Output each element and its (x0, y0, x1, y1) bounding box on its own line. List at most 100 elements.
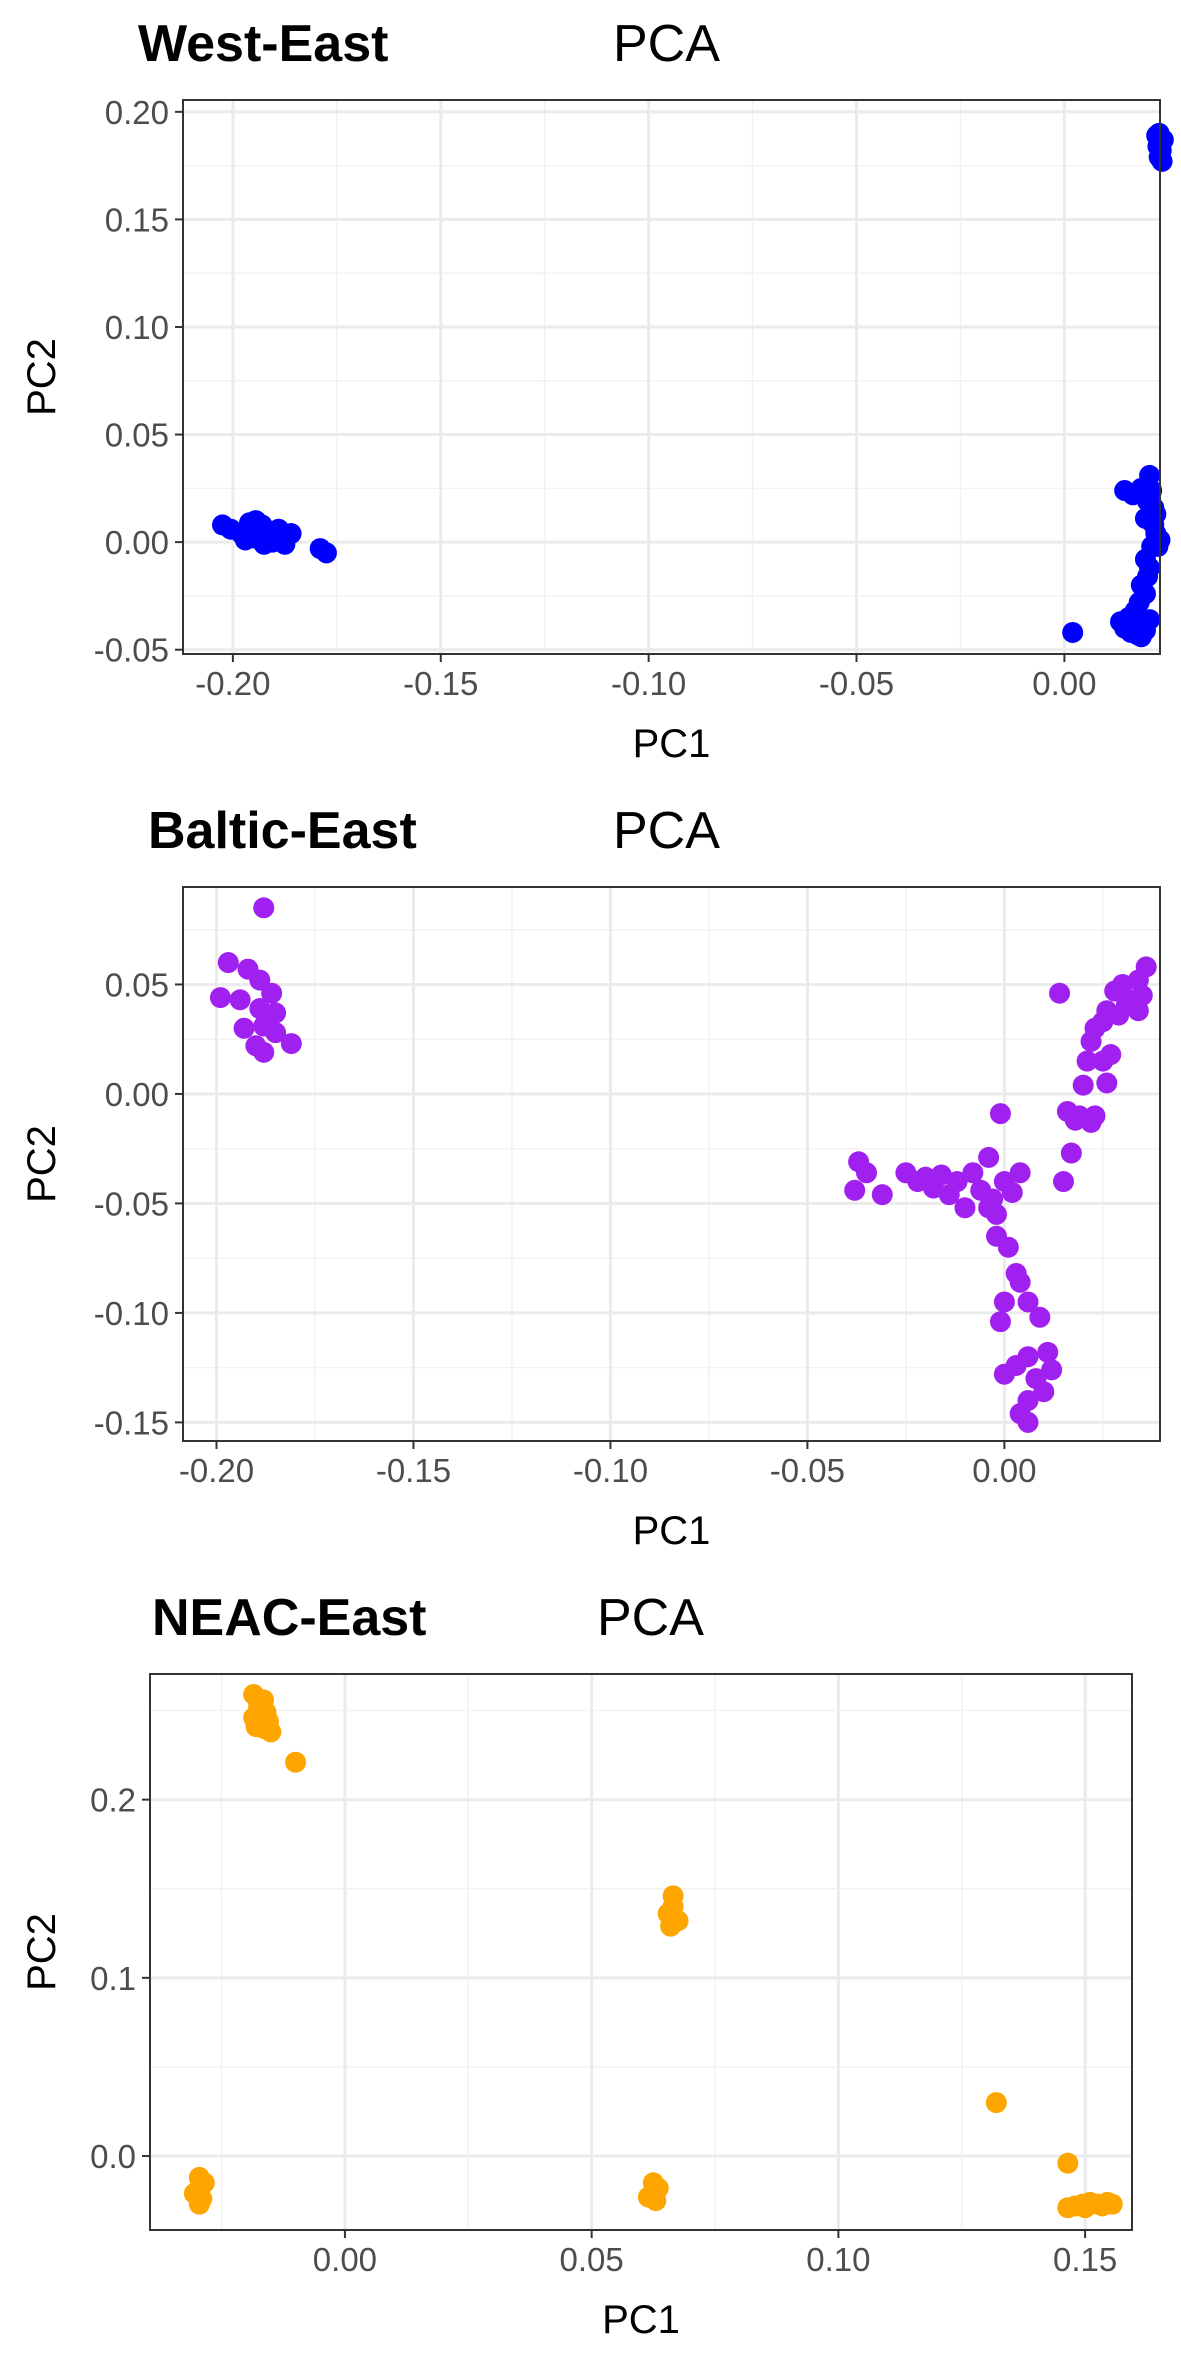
data-point (1074, 2197, 1096, 2219)
x-tick-label: 0.00 (313, 2241, 377, 2278)
data-point (954, 1197, 976, 1219)
data-point (660, 1915, 682, 1937)
y-tick-label: -0.05 (94, 632, 169, 669)
data-point (1037, 1341, 1059, 1363)
data-point (253, 1041, 275, 1063)
chart-title: Baltic-East (148, 802, 417, 860)
panel-neac-east: NEAC-East PCA 0.00 0.05 0.10 0.15 0.0 0.1 0.2 P… (0, 1574, 1181, 2361)
chart-title: NEAC-East (152, 1589, 427, 1647)
data-point (188, 2193, 210, 2215)
chart-subtitle: PCA (613, 802, 720, 860)
data-point (930, 1164, 952, 1186)
data-point (1009, 1162, 1031, 1184)
x-tick-label: -0.10 (573, 1452, 648, 1489)
panel-baltic-east: Baltic-East PCA -0.20 -0.15 -0.10 -0.05 0.00… (0, 787, 1181, 1574)
data-point (1130, 626, 1152, 648)
data-point (962, 1162, 984, 1184)
data-point (1062, 621, 1084, 643)
scatter-plot-neac-east: 0.00 0.05 0.10 0.15 0.0 0.1 0.2 PC1 PC2 (20, 1673, 1133, 2342)
data-point (1131, 984, 1153, 1006)
x-axis-label: PC1 (602, 2298, 680, 2342)
data-point (978, 1146, 1000, 1168)
data-point (997, 1236, 1019, 1258)
data-point (989, 1103, 1011, 1125)
data-point (280, 523, 302, 545)
y-axis-label: PC2 (20, 1913, 64, 1991)
x-tick-label: -0.20 (195, 665, 270, 702)
data-point (645, 2190, 667, 2212)
data-point (946, 1171, 968, 1193)
data-point (871, 1184, 893, 1206)
data-point (234, 529, 256, 551)
data-point (285, 1751, 307, 1773)
x-tick-label: 0.00 (1032, 665, 1096, 702)
y-tick-label: -0.05 (94, 1185, 169, 1222)
y-tick-label: -0.15 (94, 1404, 169, 1441)
data-point (229, 989, 251, 1011)
data-point (1080, 1111, 1102, 1133)
scatter-plot-west-east: -0.20 -0.15 -0.10 -0.05 0.00 -0.05 0.00 0.05 0.1… (20, 94, 1174, 766)
data-point (1147, 535, 1169, 557)
data-point (253, 897, 275, 919)
data-point (1001, 1181, 1023, 1203)
y-tick-label: 0.20 (105, 94, 169, 131)
data-point (1151, 150, 1173, 172)
x-axis-label: PC1 (633, 1509, 711, 1553)
x-tick-label: -0.10 (611, 665, 686, 702)
y-tick-label: 0.00 (105, 1076, 169, 1113)
data-point (978, 1197, 1000, 1219)
data-point (1033, 1381, 1055, 1403)
x-tick-label: 0.15 (1053, 2241, 1117, 2278)
chart-subtitle: PCA (613, 15, 720, 73)
x-tick-label: 0.00 (972, 1452, 1036, 1489)
plot-border (182, 886, 1161, 1442)
data-point (844, 1179, 866, 1201)
data-point (1052, 1171, 1074, 1193)
data-point (1108, 1004, 1130, 1026)
data-point (1009, 1271, 1031, 1293)
x-axis-label: PC1 (633, 722, 711, 766)
y-tick-label: 0.05 (105, 417, 169, 454)
scatter-plot-baltic-east: -0.20 -0.15 -0.10 -0.05 0.00 -0.15 -0.10 -0.05 0… (20, 886, 1161, 1553)
data-point (1096, 1072, 1118, 1094)
data-point (1076, 1050, 1098, 1072)
x-tick-label: 0.05 (560, 2241, 624, 2278)
data-point (1072, 1074, 1094, 1096)
data-point (280, 1033, 302, 1055)
data-point (1146, 124, 1168, 146)
data-point (217, 952, 239, 974)
data-point (1057, 2152, 1079, 2174)
data-point (985, 2092, 1007, 2114)
data-point (1101, 2193, 1123, 2215)
data-point (1080, 1030, 1102, 1052)
data-point (1092, 1050, 1114, 1072)
data-point (1029, 1306, 1051, 1328)
data-point (1139, 609, 1161, 631)
data-point (249, 998, 271, 1020)
x-tick-label: -0.05 (819, 665, 894, 702)
plot-border (182, 99, 1161, 655)
data-point (250, 1708, 272, 1730)
data-point (1049, 982, 1071, 1004)
data-point (261, 982, 283, 1004)
y-tick-label: 0.1 (90, 1960, 136, 1997)
data-point (233, 1017, 255, 1039)
data-point (1017, 1411, 1039, 1433)
y-tick-label: 0.05 (105, 966, 169, 1003)
y-tick-label: -0.10 (94, 1295, 169, 1332)
y-tick-label: 0.0 (90, 2138, 136, 2175)
data-point (1056, 1100, 1078, 1122)
x-tick-label: -0.15 (403, 665, 478, 702)
x-tick-label: -0.20 (179, 1452, 254, 1489)
x-tick-label: -0.15 (376, 1452, 451, 1489)
data-point (1017, 1291, 1039, 1313)
data-point (253, 533, 275, 555)
x-tick-label: 0.10 (806, 2241, 870, 2278)
plot-border (149, 1673, 1133, 2231)
y-tick-label: 0.00 (105, 524, 169, 561)
data-point (1060, 1142, 1082, 1164)
data-point (1041, 1359, 1063, 1381)
chart-title: West-East (138, 15, 389, 73)
data-point (856, 1162, 878, 1184)
y-axis-label: PC2 (20, 338, 64, 416)
